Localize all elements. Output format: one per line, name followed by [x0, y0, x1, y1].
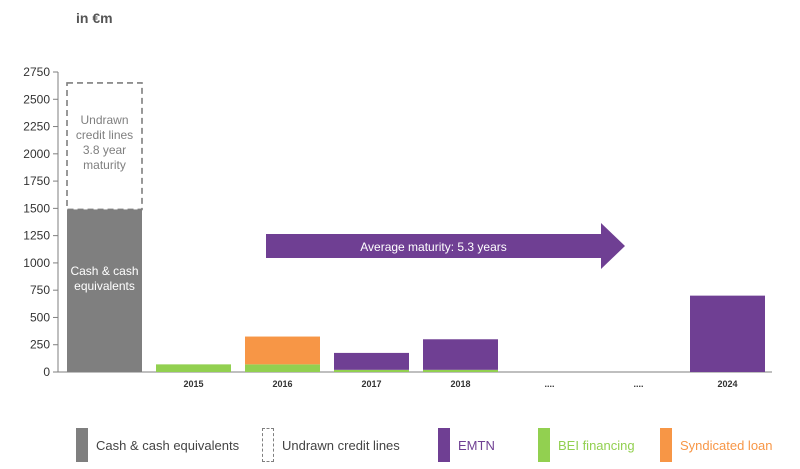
y-tick-label: 250: [30, 338, 50, 352]
bar-bei-financing: [334, 369, 409, 372]
bar-syndicated-loan: [245, 336, 320, 365]
legend-item: Undrawn credit lines: [262, 428, 400, 462]
average-maturity-label: Average maturity: 5.3 years: [360, 240, 507, 254]
legend-item: BEI financing: [538, 428, 635, 462]
legend-label: Cash & cash equivalents: [96, 437, 240, 453]
x-tick-label: 2016: [272, 379, 292, 389]
x-tick-label: 2017: [361, 379, 381, 389]
bar-emtn: [690, 295, 765, 372]
legend-swatch: [660, 428, 672, 462]
bar-cash-cash-equivalents: [67, 209, 142, 372]
x-tick-label: 2018: [450, 379, 470, 389]
y-tick-label: 2750: [23, 65, 50, 79]
y-tick-label: 1500: [23, 201, 50, 215]
legend-item: Cash & cash equivalents: [76, 428, 239, 462]
x-tick-label: ....: [544, 379, 554, 389]
undrawn-annotation-line: credit lines: [76, 128, 133, 142]
x-tick-label: ....: [633, 379, 643, 389]
y-tick-label: 1000: [23, 256, 50, 270]
legend-swatch: [538, 428, 550, 462]
unit-label: in €m: [76, 10, 113, 26]
legend-item: EMTN: [438, 428, 495, 462]
y-tick-label: 1750: [23, 174, 50, 188]
average-maturity-arrow: [266, 223, 625, 269]
y-tick-label: 2500: [23, 92, 50, 106]
legend-label: EMTN: [458, 437, 495, 453]
cash-annotation-line: Cash & cash: [70, 264, 138, 278]
legend-label: Syndicated loan: [680, 437, 773, 453]
y-tick-label: 500: [30, 310, 50, 324]
y-tick-label: 750: [30, 283, 50, 297]
x-tick-label: 2015: [183, 379, 203, 389]
cash-annotation-line: equivalents: [74, 279, 135, 293]
legend-label: Undrawn credit lines: [282, 437, 400, 453]
y-tick-label: 1250: [23, 229, 50, 243]
bar-bei-financing: [156, 364, 231, 372]
legend-label: BEI financing: [558, 437, 635, 453]
legend-swatch: [262, 428, 274, 462]
x-tick-label: 2024: [717, 379, 737, 389]
legend: Cash & cash equivalents Undrawn credit li…: [76, 428, 796, 462]
bar-emtn: [423, 339, 498, 370]
y-tick-label: 2000: [23, 147, 50, 161]
bar-bei-financing: [423, 369, 498, 372]
bar-bei-financing: [245, 364, 320, 372]
undrawn-annotation-line: Undrawn: [80, 113, 128, 127]
y-tick-label: 0: [43, 365, 50, 379]
undrawn-annotation-line: 3.8 year: [83, 143, 126, 157]
debt-maturity-chart: 0 250 500 750 1000 1250 1500 1750 2000 2250 2500 27…: [23, 65, 772, 389]
legend-swatch: [438, 428, 450, 462]
legend-swatch: [76, 428, 88, 462]
legend-item: Syndicated loan: [660, 428, 773, 462]
undrawn-annotation-line: maturity: [83, 158, 126, 172]
bar-emtn: [334, 352, 409, 370]
y-tick-label: 2250: [23, 120, 50, 134]
